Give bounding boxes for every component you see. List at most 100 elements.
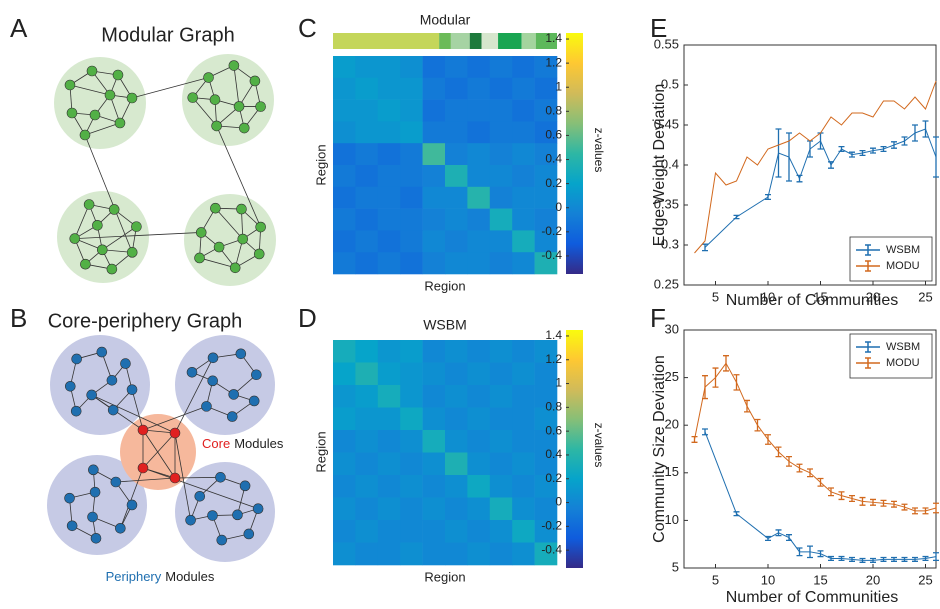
community-segment [498, 33, 522, 49]
heatmap-cell [377, 165, 401, 188]
heatmap-cell [355, 252, 379, 275]
heatmap-cell [422, 186, 446, 209]
heatmap-cell [512, 520, 535, 543]
error-bar [880, 145, 887, 153]
graph-node [239, 480, 251, 492]
graph-node [83, 199, 95, 210]
error-bar [912, 124, 918, 142]
heatmap-cell [512, 77, 535, 100]
graph-node [126, 499, 138, 511]
heatmap-cell [377, 385, 401, 408]
heatmap-cell [512, 362, 535, 386]
heatmap-cell [445, 121, 468, 144]
legend-swatch [856, 244, 880, 256]
graph-node [112, 69, 124, 81]
error-bar [775, 529, 782, 537]
diagram-title: Modular Graph [101, 24, 234, 46]
graph-edge [131, 77, 209, 99]
heatmap-cell [355, 385, 379, 408]
panel-label: B [10, 303, 27, 333]
colorbar-tick-label: 0.8 [545, 103, 562, 117]
heatmap-cell [333, 475, 356, 498]
heatmap-cell [355, 362, 379, 386]
heatmap-cell [377, 362, 401, 386]
heatmap-cell [512, 385, 535, 408]
heatmap-cell [489, 340, 513, 363]
heatmap-cell [400, 77, 423, 100]
graph-edge [119, 467, 144, 529]
error-bar [723, 355, 729, 372]
heatmap-cell [534, 497, 558, 521]
heatmap-cell [333, 542, 356, 566]
module-bubble [175, 335, 275, 435]
community-segment [535, 33, 557, 49]
heatmap-cell [489, 520, 513, 543]
error-bar [922, 507, 929, 515]
graph-node [255, 101, 266, 112]
error-bar [933, 136, 939, 178]
error-bar [838, 555, 845, 562]
heatmap-cell [489, 385, 513, 408]
x-tick-label: 5 [712, 572, 719, 587]
graph-node [255, 221, 266, 233]
colorbar-tick-label: 0.8 [545, 400, 562, 414]
error-bar [733, 511, 740, 517]
error-bar [870, 557, 876, 563]
community-segment [481, 33, 499, 49]
heatmap-cell [534, 340, 558, 363]
graph-node [106, 375, 118, 386]
error-bar [807, 545, 813, 559]
heatmap-cell [422, 208, 446, 231]
colorbar-tick-label: 0.6 [545, 423, 562, 437]
heatmap-cell [422, 362, 446, 386]
error-bar [880, 556, 887, 562]
core-suffix: Modules [234, 436, 284, 451]
heatmap-cell [355, 430, 379, 453]
graph-node [211, 120, 222, 132]
y-tick-label: 0.25 [654, 276, 679, 291]
heatmap-cell [355, 121, 379, 144]
heatmap-cell [489, 165, 513, 188]
error-bar [712, 367, 719, 388]
colorbar-tick-label: -0.4 [541, 542, 562, 556]
heatmap-cell [512, 252, 535, 275]
panel-label: A [10, 13, 28, 43]
error-bar [817, 550, 824, 558]
graph-node [253, 248, 265, 260]
heatmap-cell [333, 407, 356, 431]
heatmap-cell [489, 77, 513, 100]
heatmap-cell [512, 475, 535, 498]
colorbar [566, 33, 583, 274]
error-bar [702, 428, 708, 436]
error-bar [859, 496, 866, 506]
heatmap-cell [422, 430, 446, 453]
graph-edge [91, 394, 176, 434]
heatmap-cell [445, 407, 468, 431]
periphery-word: Periphery [106, 569, 162, 584]
error-bar [922, 120, 929, 138]
colorbar-tick-label: 1.4 [545, 31, 562, 45]
heatmap-cell [400, 208, 423, 231]
panel-label: E [650, 13, 667, 43]
heatmap-cell [489, 475, 513, 498]
graph-node [79, 129, 91, 141]
heatmap-cell [534, 208, 558, 231]
heatmap-cell [333, 430, 356, 453]
graph-node [90, 532, 102, 544]
graph-node [229, 262, 241, 274]
graph-node [87, 511, 98, 523]
heatmap-cell [445, 430, 468, 453]
graph-edge [84, 134, 133, 253]
error-bar [828, 555, 834, 562]
heatmap-cell [534, 99, 558, 122]
heatmap-cell [489, 362, 513, 386]
y-axis-label: Region [313, 431, 328, 472]
graph-node [243, 528, 255, 540]
graph-edge [199, 257, 236, 269]
graph-edge [69, 84, 111, 96]
graph-node [237, 233, 249, 245]
error-bar [912, 556, 918, 562]
heatmap-cell [355, 497, 379, 521]
y-tick-label: 0.4 [661, 156, 679, 171]
